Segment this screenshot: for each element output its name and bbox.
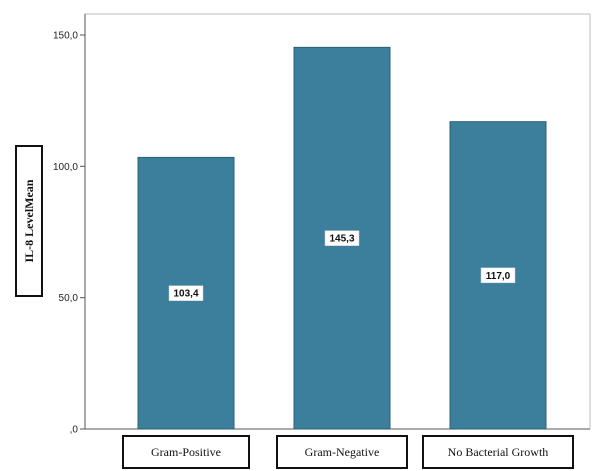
y-axis-title-box — [15, 145, 43, 297]
y-tick-label: 50,0 — [59, 293, 79, 304]
x-axis-categories: Gram-Positive Gram-Negative No Bacterial G… — [122, 435, 574, 469]
y-axis-ticks: ,0 50,0 100,0 150,0 — [53, 31, 85, 436]
y-tick-label: ,0 — [70, 425, 79, 436]
data-labels-group: 103,4 145,3 117,0 — [168, 230, 516, 301]
data-label: 117,0 — [486, 271, 511, 282]
category-label: Gram-Positive — [151, 445, 221, 459]
y-tick-label: 150,0 — [53, 31, 78, 42]
category-label: Gram-Negative — [305, 445, 380, 459]
data-label: 103,4 — [173, 289, 198, 300]
category-box — [122, 435, 250, 469]
category-box — [422, 435, 574, 469]
data-label-box — [324, 230, 360, 246]
data-label-box — [168, 285, 204, 301]
data-label-box — [480, 267, 516, 284]
category-label: No Bacterial Growth — [448, 445, 549, 459]
y-tick-label: 100,0 — [53, 162, 78, 173]
data-label: 145,3 — [329, 234, 354, 245]
y-axis-label: IL-8 LevelMean — [22, 179, 36, 262]
category-box — [276, 435, 408, 469]
y-axis-title: IL-8 LevelMean — [15, 145, 43, 297]
